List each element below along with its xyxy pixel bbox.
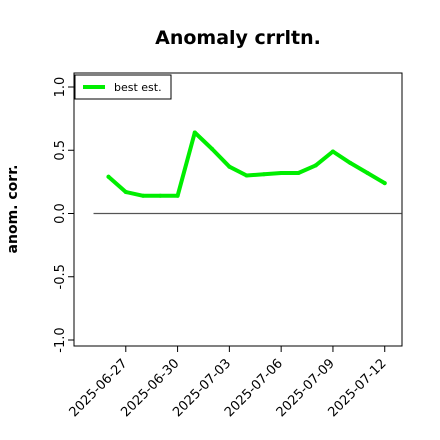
y-tick-label: 0.5: [53, 140, 68, 161]
data-point: [348, 160, 353, 165]
data-point: [279, 171, 284, 175]
series-layer: [106, 130, 387, 198]
y-tick-label: 1.0: [53, 77, 68, 98]
y-axis: -1.0 -0.5 0.0 0.5 1.0: [53, 77, 74, 353]
y-tick-label: -0.5: [53, 264, 68, 289]
data-point: [141, 193, 146, 198]
chart-title: Anomaly crrltn.: [155, 27, 321, 49]
data-point: [261, 172, 266, 177]
data-point: [330, 149, 335, 154]
data-point: [192, 130, 197, 135]
data-point: [210, 147, 215, 151]
data-point: [158, 193, 163, 198]
series-line: [106, 130, 387, 198]
data-point: [382, 181, 387, 186]
y-axis-label: anom. corr.: [5, 165, 21, 254]
data-point: [123, 190, 128, 194]
data-point: [244, 173, 249, 178]
data-point: [106, 174, 111, 179]
data-point: [313, 163, 318, 168]
legend: best est.: [74, 74, 172, 100]
y-tick-label: -1.0: [53, 327, 68, 352]
x-axis: 2025-06-272025-06-302025-07-032025-07-06…: [67, 346, 390, 420]
data-point: [175, 193, 180, 198]
plot-frame: [73, 72, 403, 347]
data-point: [296, 171, 301, 175]
data-point: [227, 164, 232, 169]
y-tick-label: 0.0: [53, 203, 68, 224]
legend-label: best est.: [114, 81, 162, 94]
data-point: [365, 171, 370, 175]
